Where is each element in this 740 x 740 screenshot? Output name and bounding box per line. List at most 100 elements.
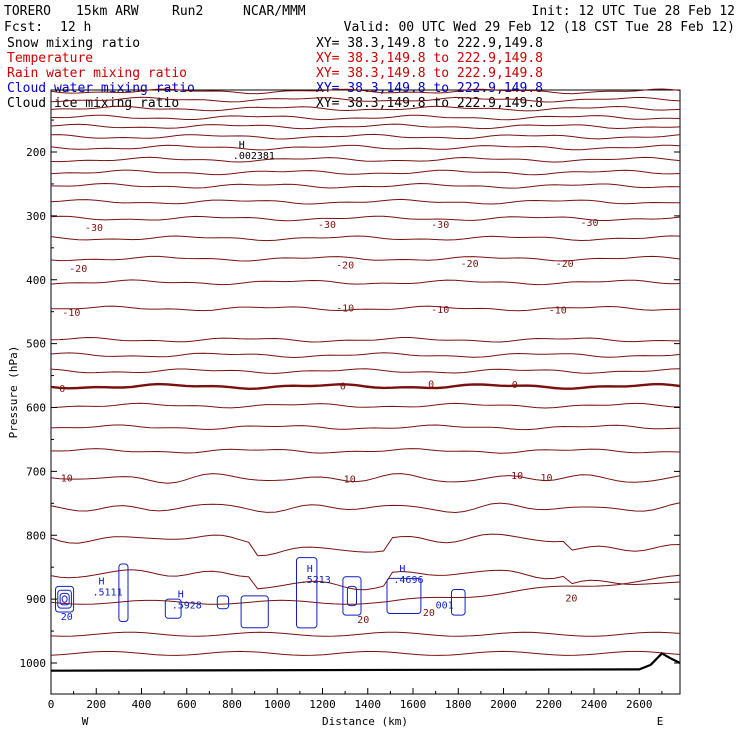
isotherm-line: [50, 123, 681, 130]
isotherm-line: [50, 255, 681, 262]
isotherm-label: 20: [357, 615, 369, 626]
isotherm-label: -10: [62, 308, 80, 319]
isotherm-line: [50, 402, 681, 409]
isotherm-line: [50, 382, 681, 391]
x-tick-label: 200: [86, 698, 106, 711]
isotherm-line: [50, 352, 681, 359]
east-end-label: E: [657, 715, 664, 728]
org-label: NCAR/MMM: [243, 4, 306, 19]
isotherm-line: [50, 88, 681, 95]
init-time: Init: 12 UTC Tue 28 Feb 12: [532, 4, 736, 19]
isotherm-line: [50, 105, 681, 112]
maximum-value: .002381: [233, 151, 275, 162]
isotherm-label: 20: [423, 608, 435, 619]
axes: 0 200 400 600 800 1000 1200 1400 1600 1800 2000 220…: [20, 119, 680, 711]
x-tick-label: 1000: [264, 698, 291, 711]
terrain-line: [50, 652, 681, 672]
cloud-water-contours: [55, 557, 466, 629]
cloud-water-contour: [451, 589, 466, 616]
y-axis-label: Pressure (hPa): [7, 346, 20, 439]
isotherm-line: [50, 279, 681, 286]
x-tick-label: 0: [48, 698, 55, 711]
isotherm-line: [50, 169, 681, 176]
fcst-label: Fcst:: [4, 20, 43, 35]
cloud-water-contour: [296, 557, 318, 629]
isotherm-line: [50, 533, 681, 557]
y-tick-label: 900: [26, 593, 46, 606]
x-tick-label: 2000: [490, 698, 517, 711]
maximum-value: .5213: [301, 575, 331, 586]
legend-field-name: Snow mixing ratio: [7, 36, 140, 51]
isotherm-line: [50, 235, 681, 242]
model-name: TORERO: [4, 4, 51, 19]
isotherm-line: [50, 156, 681, 163]
x-tick-label: 1200: [309, 698, 336, 711]
y-tick-label: 400: [26, 274, 46, 287]
x-tick-label: 800: [222, 698, 242, 711]
legend-field-name: Rain water mixing ratio: [7, 66, 187, 81]
isotherm-line: [50, 198, 681, 205]
y-tick-label: 200: [26, 146, 46, 159]
maximum-value: .5111: [93, 588, 123, 599]
cloud-water-contour: [61, 595, 68, 603]
isotherm-line: [50, 96, 681, 103]
legend-field-name: Temperature: [7, 51, 93, 66]
isotherm-label: -20: [336, 261, 354, 272]
legend-field-name: Cloud water mixing ratio: [7, 81, 195, 96]
isotherm-label: 0: [59, 384, 65, 395]
west-end-label: W: [82, 715, 89, 728]
isotherm-label: -30: [431, 220, 449, 231]
isotherm-line: [50, 631, 681, 637]
isotherm-label: 10: [344, 475, 356, 486]
run-label: Run2: [172, 4, 203, 19]
isotherm-line: [50, 473, 681, 484]
x-tick-label: 1800: [445, 698, 472, 711]
isotherm-line: [50, 144, 681, 151]
cloud-water-contour: [118, 563, 129, 622]
isotherm-line: [50, 650, 681, 656]
isotherm-label: 0: [428, 380, 434, 391]
y-tick-label: 700: [26, 465, 46, 478]
cloud-water-contour: [59, 592, 70, 606]
fcst-value: 12 h: [60, 20, 91, 35]
isotherm-label: 0: [340, 381, 346, 392]
maximum-value: .5928: [172, 601, 202, 612]
contour-value-label: 20: [61, 612, 73, 623]
isotherm-label: -10: [336, 304, 354, 315]
cloud-water-contour: [164, 598, 182, 619]
maximum-marker: H: [307, 564, 313, 575]
x-tick-label: 400: [132, 698, 152, 711]
cloud-water-contour: [57, 589, 72, 609]
isotherm-line: [50, 114, 681, 121]
isotherm-line: [50, 182, 681, 189]
legend-field-xy: XY= 38.3,149.8 to 222.9,149.8: [316, 51, 543, 66]
isotherm-label: 20: [565, 594, 577, 605]
maximum-marker: H: [178, 590, 184, 601]
isotherm-line: [51, 305, 681, 312]
contour-value-label: 001: [436, 601, 454, 612]
cloud-water-contour: [346, 585, 357, 607]
isotherm-label: -20: [461, 259, 479, 270]
isotherm-label: 10: [540, 473, 552, 484]
title-block: TORERO 15km ARW Run2 NCAR/MMM Init: 12 U…: [4, 4, 735, 35]
y-tick-label: 500: [26, 338, 46, 351]
y-tick-label: 600: [26, 402, 46, 415]
isotherm-label: -30: [85, 223, 103, 234]
isotherm-line: [50, 424, 681, 431]
cloud-water-contour: [386, 577, 422, 615]
isotherm-line: [50, 574, 681, 605]
maximum-marker: H: [239, 140, 245, 151]
isotherm-line: [50, 502, 681, 514]
x-tick-label: 1400: [355, 698, 382, 711]
isotherm-label: 10: [511, 471, 523, 482]
maximum-marker: H: [99, 577, 105, 588]
valid-time: Valid: 00 UTC Wed 29 Feb 12 (18 CST Tue …: [344, 20, 735, 35]
cloud-water-contour: [342, 576, 362, 616]
terrain-surface: [50, 652, 681, 672]
isotherm-label: -10: [549, 305, 567, 316]
isotherm-label: 0: [512, 380, 518, 391]
x-tick-label: 600: [177, 698, 197, 711]
isotherm-label: -30: [580, 218, 598, 229]
contour-labels: -30 -30 -30 -30-20 -20 -20 -20-10 -10 -10 -100 0 0 0…: [59, 140, 598, 626]
